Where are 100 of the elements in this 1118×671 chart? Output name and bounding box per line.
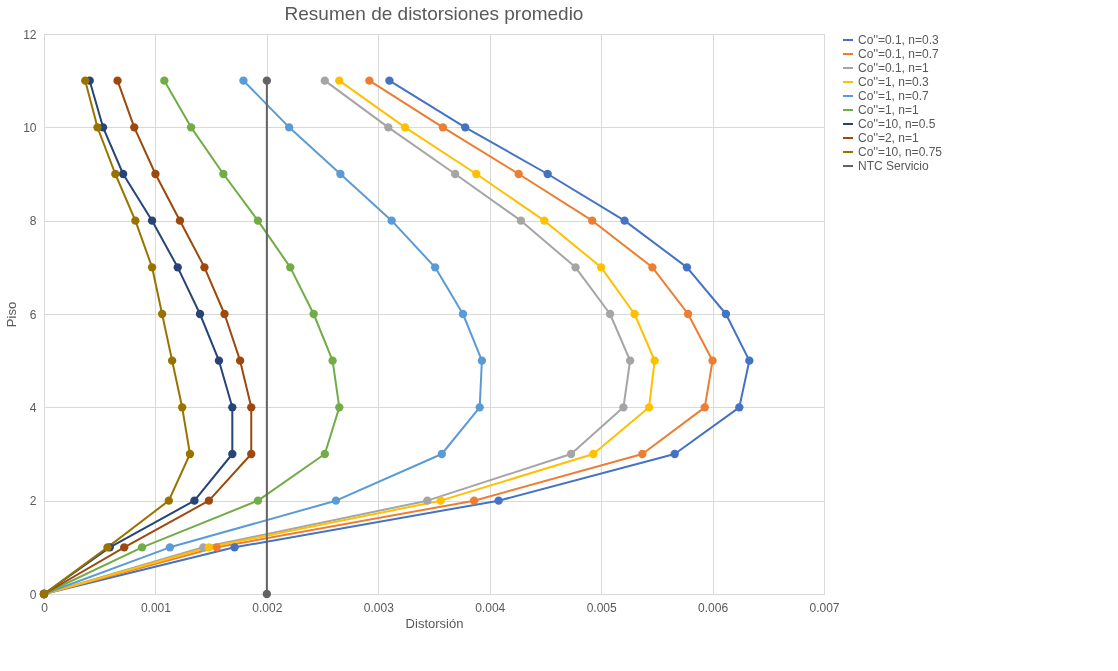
point	[220, 309, 229, 319]
point	[230, 543, 239, 552]
point	[682, 263, 692, 272]
point	[320, 76, 329, 85]
point	[93, 123, 102, 132]
point	[137, 543, 147, 552]
point	[543, 169, 552, 179]
point	[235, 356, 245, 365]
point	[286, 263, 295, 272]
x-axis-title: Distorsión	[405, 615, 464, 631]
point	[472, 169, 481, 179]
point	[400, 123, 410, 132]
point	[735, 403, 744, 412]
point	[253, 216, 263, 225]
point	[437, 449, 446, 459]
point	[328, 356, 337, 365]
point	[438, 123, 448, 132]
point	[430, 263, 440, 272]
x-tick-label: 0.006	[698, 600, 729, 615]
point	[619, 403, 628, 412]
point	[620, 216, 629, 225]
point	[151, 169, 160, 179]
y-tick-label: 4	[29, 400, 37, 415]
y-tick-label: 6	[29, 307, 37, 322]
point	[186, 123, 196, 132]
point	[190, 496, 199, 505]
point	[262, 76, 272, 85]
point	[469, 496, 479, 505]
point	[160, 76, 169, 85]
point	[239, 76, 248, 85]
point	[648, 263, 657, 272]
point	[173, 263, 182, 272]
point	[165, 543, 175, 552]
point	[120, 543, 129, 552]
point	[638, 449, 647, 459]
point	[477, 356, 487, 365]
point	[571, 263, 580, 272]
point	[177, 403, 187, 412]
point	[385, 76, 394, 85]
point	[721, 309, 731, 319]
point	[111, 169, 120, 179]
legend-label: Co''=1, n=1	[858, 103, 919, 117]
point	[387, 216, 396, 225]
point	[204, 543, 214, 552]
point	[650, 356, 659, 365]
point	[247, 449, 256, 459]
point	[147, 263, 157, 272]
point	[335, 403, 344, 412]
point	[284, 123, 294, 132]
point	[596, 263, 606, 272]
point	[118, 169, 128, 179]
point	[436, 496, 445, 505]
point	[130, 123, 139, 132]
point	[708, 356, 717, 365]
y-tick-label: 0	[29, 587, 37, 602]
point	[147, 216, 157, 225]
legend-label: Co''=0.1, n=1	[858, 61, 929, 75]
point	[214, 356, 224, 365]
point	[113, 76, 122, 85]
x-tick-label: 0.002	[252, 600, 283, 615]
x-tick-label: 0.004	[475, 600, 506, 615]
chart-title: Resumen de distorsiones promedio	[284, 3, 584, 24]
point	[219, 169, 228, 179]
legend-label: Co''=2, n=1	[858, 131, 919, 145]
y-tick-label: 10	[23, 120, 37, 135]
x-tick-label: 0	[41, 600, 49, 615]
point	[157, 309, 167, 319]
x-tick-label: 0.007	[809, 600, 840, 615]
point	[131, 216, 140, 225]
point	[588, 216, 597, 225]
y-tick-label: 2	[29, 494, 37, 509]
point	[461, 123, 470, 132]
point	[700, 403, 709, 412]
point	[514, 169, 523, 179]
point	[745, 356, 754, 365]
point	[589, 449, 598, 459]
point	[683, 309, 693, 319]
point	[625, 356, 635, 365]
point	[167, 356, 177, 365]
point	[262, 589, 272, 599]
point	[228, 449, 237, 459]
point	[458, 309, 468, 319]
point	[566, 449, 576, 459]
point	[81, 76, 90, 85]
point	[164, 496, 173, 505]
legend-label: Co''=1, n=0.7	[858, 89, 929, 103]
point	[475, 403, 484, 412]
point	[331, 496, 341, 505]
point	[384, 123, 393, 132]
point	[630, 309, 639, 319]
point	[494, 496, 503, 505]
legend-label: NTC Servicio	[858, 159, 929, 173]
legend-label: Co''=1, n=0.3	[858, 75, 929, 89]
point	[228, 403, 237, 412]
point	[335, 76, 344, 85]
point	[670, 449, 679, 459]
point	[320, 449, 329, 459]
point	[450, 169, 460, 179]
point	[365, 76, 374, 85]
point	[253, 496, 263, 505]
